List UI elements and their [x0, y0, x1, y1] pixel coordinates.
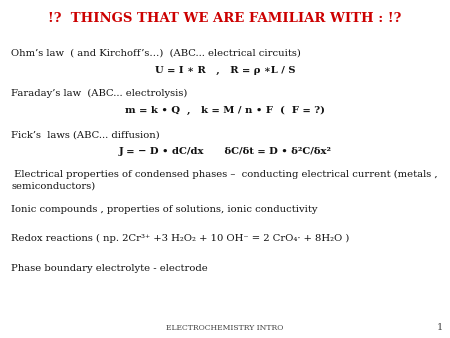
- Text: Faraday’s law  (ABC... electrolysis): Faraday’s law (ABC... electrolysis): [11, 89, 188, 98]
- Text: Phase boundary electrolyte - electrode: Phase boundary electrolyte - electrode: [11, 264, 208, 273]
- Text: Fick’s  laws (ABC... diffusion): Fick’s laws (ABC... diffusion): [11, 130, 160, 139]
- Text: U = I ∗ R   ,   R = ρ ∗L / S: U = I ∗ R , R = ρ ∗L / S: [155, 66, 295, 75]
- Text: !?  THINGS THAT WE ARE FAMILIAR WITH : !?: !? THINGS THAT WE ARE FAMILIAR WITH : !?: [48, 12, 402, 25]
- Text: 1: 1: [437, 323, 443, 332]
- Text: ELECTROCHEMISTRY INTRO: ELECTROCHEMISTRY INTRO: [166, 324, 284, 332]
- Text: Redox reactions ( np. 2Cr³⁺ +3 H₂O₂ + 10 OH⁻ = 2 CrO₄· + 8H₂O ): Redox reactions ( np. 2Cr³⁺ +3 H₂O₂ + 10…: [11, 234, 350, 243]
- Text: J = − D • dC/dx      δC/δt = D • δ²C/δx²: J = − D • dC/dx δC/δt = D • δ²C/δx²: [118, 147, 332, 156]
- Text: Ohm’s law  ( and Kirchoff’s…)  (ABC... electrical circuits): Ohm’s law ( and Kirchoff’s…) (ABC... ele…: [11, 49, 301, 58]
- Text: Ionic compounds , properties of solutions, ionic conductivity: Ionic compounds , properties of solution…: [11, 205, 318, 214]
- Text: Electrical properties of condensed phases –  conducting electrical current (meta: Electrical properties of condensed phase…: [11, 170, 438, 190]
- Text: m = k • Q  ,   k = M / n • F  (  F = ?): m = k • Q , k = M / n • F ( F = ?): [125, 106, 325, 115]
